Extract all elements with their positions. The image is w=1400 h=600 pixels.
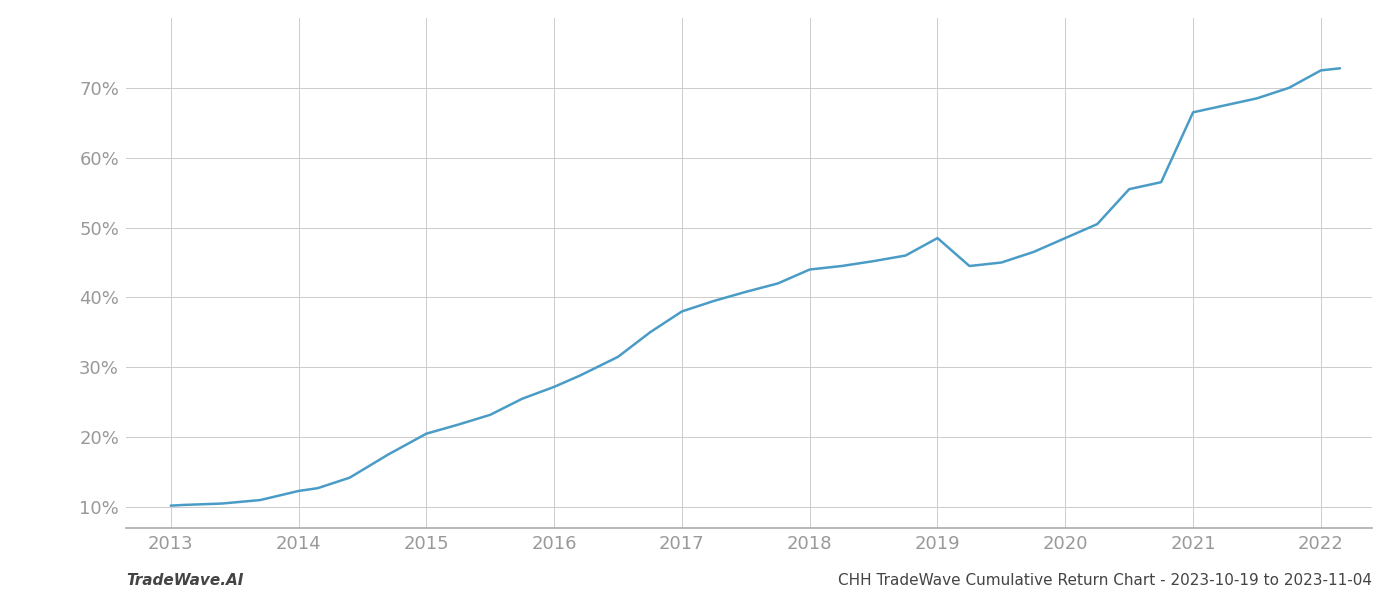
Text: CHH TradeWave Cumulative Return Chart - 2023-10-19 to 2023-11-04: CHH TradeWave Cumulative Return Chart - … bbox=[839, 573, 1372, 588]
Text: TradeWave.AI: TradeWave.AI bbox=[126, 573, 244, 588]
